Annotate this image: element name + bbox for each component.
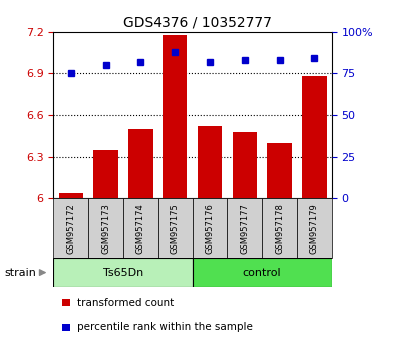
- Bar: [267, 143, 292, 198]
- Text: GSM957173: GSM957173: [101, 203, 110, 254]
- Bar: [158, 198, 193, 258]
- Bar: [262, 198, 297, 258]
- Bar: [198, 126, 222, 198]
- Bar: [163, 35, 187, 198]
- Text: GSM957176: GSM957176: [205, 203, 214, 254]
- Bar: [128, 129, 152, 198]
- Text: GDS4376 / 10352777: GDS4376 / 10352777: [123, 16, 272, 30]
- Text: control: control: [243, 268, 282, 278]
- Bar: [228, 198, 262, 258]
- Bar: [88, 198, 123, 258]
- Text: percentile rank within the sample: percentile rank within the sample: [77, 322, 253, 332]
- Bar: [297, 198, 332, 258]
- Bar: [93, 150, 118, 198]
- Text: GSM957175: GSM957175: [171, 203, 180, 254]
- Text: GSM957179: GSM957179: [310, 203, 319, 254]
- Bar: [193, 258, 332, 287]
- Bar: [53, 258, 193, 287]
- Text: transformed count: transformed count: [77, 298, 174, 308]
- Bar: [62, 324, 70, 331]
- Text: GSM957172: GSM957172: [66, 203, 75, 254]
- Text: GSM957177: GSM957177: [240, 203, 249, 254]
- Bar: [193, 198, 228, 258]
- Bar: [62, 299, 70, 306]
- Text: Ts65Dn: Ts65Dn: [103, 268, 143, 278]
- Bar: [302, 76, 327, 198]
- Text: GSM957174: GSM957174: [136, 203, 145, 254]
- Bar: [58, 193, 83, 198]
- Bar: [123, 198, 158, 258]
- Text: strain: strain: [4, 268, 36, 278]
- Text: GSM957178: GSM957178: [275, 203, 284, 254]
- Bar: [53, 198, 88, 258]
- Bar: [233, 132, 257, 198]
